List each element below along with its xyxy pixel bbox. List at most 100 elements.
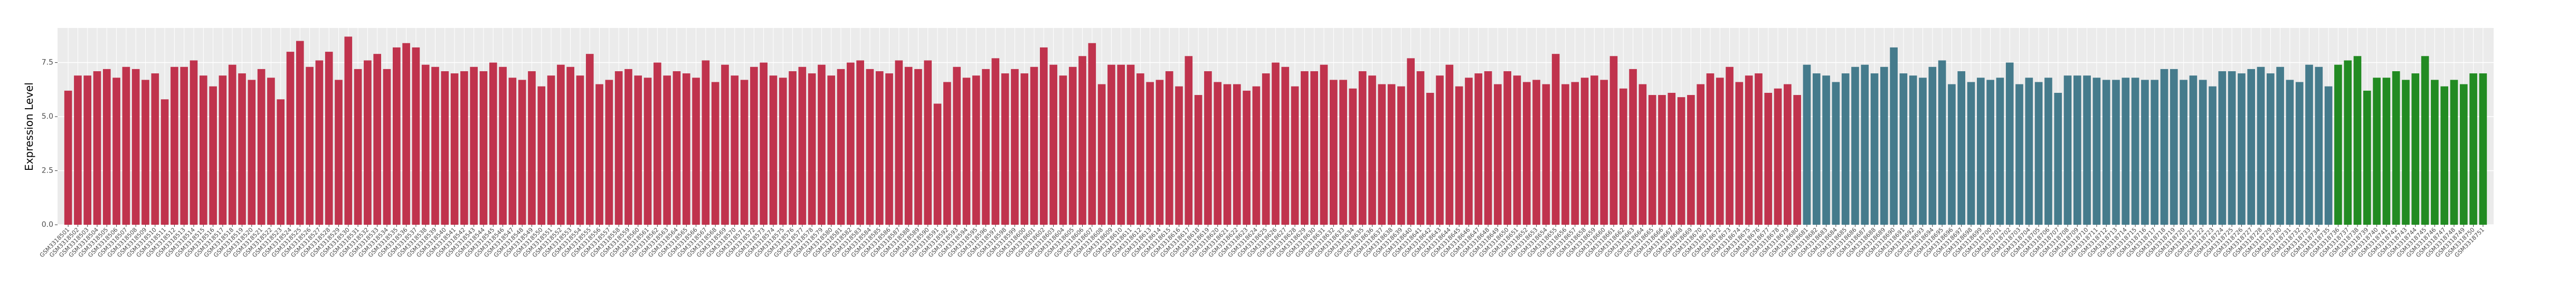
- bar: [499, 66, 507, 225]
- bar: [2238, 73, 2246, 225]
- bar: [1513, 75, 1521, 225]
- bar: [566, 66, 574, 225]
- bar: [2102, 80, 2110, 225]
- bar: [2063, 75, 2072, 225]
- bar: [1465, 78, 1473, 225]
- bar: [1551, 54, 1560, 225]
- bar: [1648, 95, 1656, 225]
- bar: [421, 64, 430, 225]
- bar: [2034, 82, 2043, 225]
- bar: [2392, 71, 2400, 225]
- bar: [1745, 75, 1753, 225]
- bar: [1243, 90, 1251, 225]
- bar: [1272, 62, 1280, 225]
- bar: [1126, 64, 1135, 225]
- bar: [460, 71, 468, 225]
- bar: [470, 66, 478, 225]
- bar: [2305, 64, 2313, 225]
- bar: [643, 78, 652, 225]
- bar: [1001, 73, 1009, 225]
- bar: [1880, 66, 1888, 225]
- bar: [1262, 73, 1270, 225]
- bar: [2411, 73, 2420, 225]
- bar: [1706, 73, 1715, 225]
- bar: [1049, 64, 1057, 225]
- bar: [2044, 78, 2052, 225]
- bar: [866, 69, 874, 225]
- bar: [1281, 66, 1290, 225]
- bar: [595, 84, 603, 225]
- bar: [2257, 66, 2265, 225]
- bar: [171, 66, 178, 225]
- bar: [383, 69, 391, 225]
- bar: [306, 66, 314, 225]
- bar: [1378, 84, 1386, 225]
- bar: [2373, 78, 2381, 225]
- bar: [779, 78, 787, 225]
- bar: [1416, 71, 1425, 225]
- bar: [1870, 73, 1879, 225]
- bar: [1068, 66, 1077, 225]
- bar: [2344, 60, 2352, 225]
- bar: [2382, 78, 2391, 225]
- bar: [2092, 78, 2101, 225]
- bar: [2266, 73, 2275, 225]
- bar: [605, 80, 613, 225]
- bar: [1755, 73, 1763, 225]
- bar: [1185, 56, 1193, 225]
- bar: [296, 41, 304, 225]
- bar: [2431, 80, 2439, 225]
- bar: [122, 66, 130, 225]
- bar: [1812, 73, 1821, 225]
- bar: [364, 60, 372, 225]
- bar: [624, 69, 632, 225]
- bar: [1571, 82, 1579, 225]
- bar: [1793, 95, 1801, 225]
- bar: [827, 75, 836, 225]
- bar: [1735, 82, 1744, 225]
- bar: [1716, 78, 1724, 225]
- bar: [1697, 84, 1704, 225]
- bar: [151, 73, 159, 225]
- bar: [199, 75, 207, 225]
- bar: [248, 80, 256, 225]
- bar: [412, 47, 420, 225]
- bar: [557, 64, 565, 225]
- bar: [112, 78, 120, 225]
- bar: [1020, 73, 1029, 225]
- bar: [286, 52, 295, 225]
- bar: [354, 69, 362, 225]
- bar: [2324, 86, 2333, 225]
- bar: [1301, 71, 1309, 225]
- bar: [180, 66, 188, 225]
- bar: [267, 78, 275, 225]
- bar: [1078, 56, 1086, 225]
- bar: [1629, 69, 1637, 225]
- bar: [1320, 64, 1328, 225]
- bar: [2025, 78, 2033, 225]
- bar: [344, 36, 353, 225]
- bar: [1455, 86, 1463, 225]
- bar: [1358, 71, 1367, 225]
- bar: [1522, 82, 1531, 225]
- bar: [131, 69, 140, 225]
- bar: [1899, 73, 1908, 225]
- bar: [2054, 92, 2062, 225]
- bar: [2421, 56, 2429, 225]
- bar: [2122, 78, 2130, 225]
- bar: [1030, 66, 1038, 225]
- bar: [1948, 84, 1956, 225]
- bar: [277, 99, 285, 225]
- bar: [692, 78, 700, 225]
- bar: [2479, 73, 2487, 225]
- bar: [2131, 78, 2139, 225]
- bar: [789, 71, 797, 225]
- bar: [682, 73, 690, 225]
- bar: [875, 71, 884, 225]
- bar: [856, 60, 864, 225]
- bar: [1542, 84, 1550, 225]
- bar: [325, 52, 333, 225]
- bar: [441, 71, 449, 225]
- bar: [614, 71, 623, 225]
